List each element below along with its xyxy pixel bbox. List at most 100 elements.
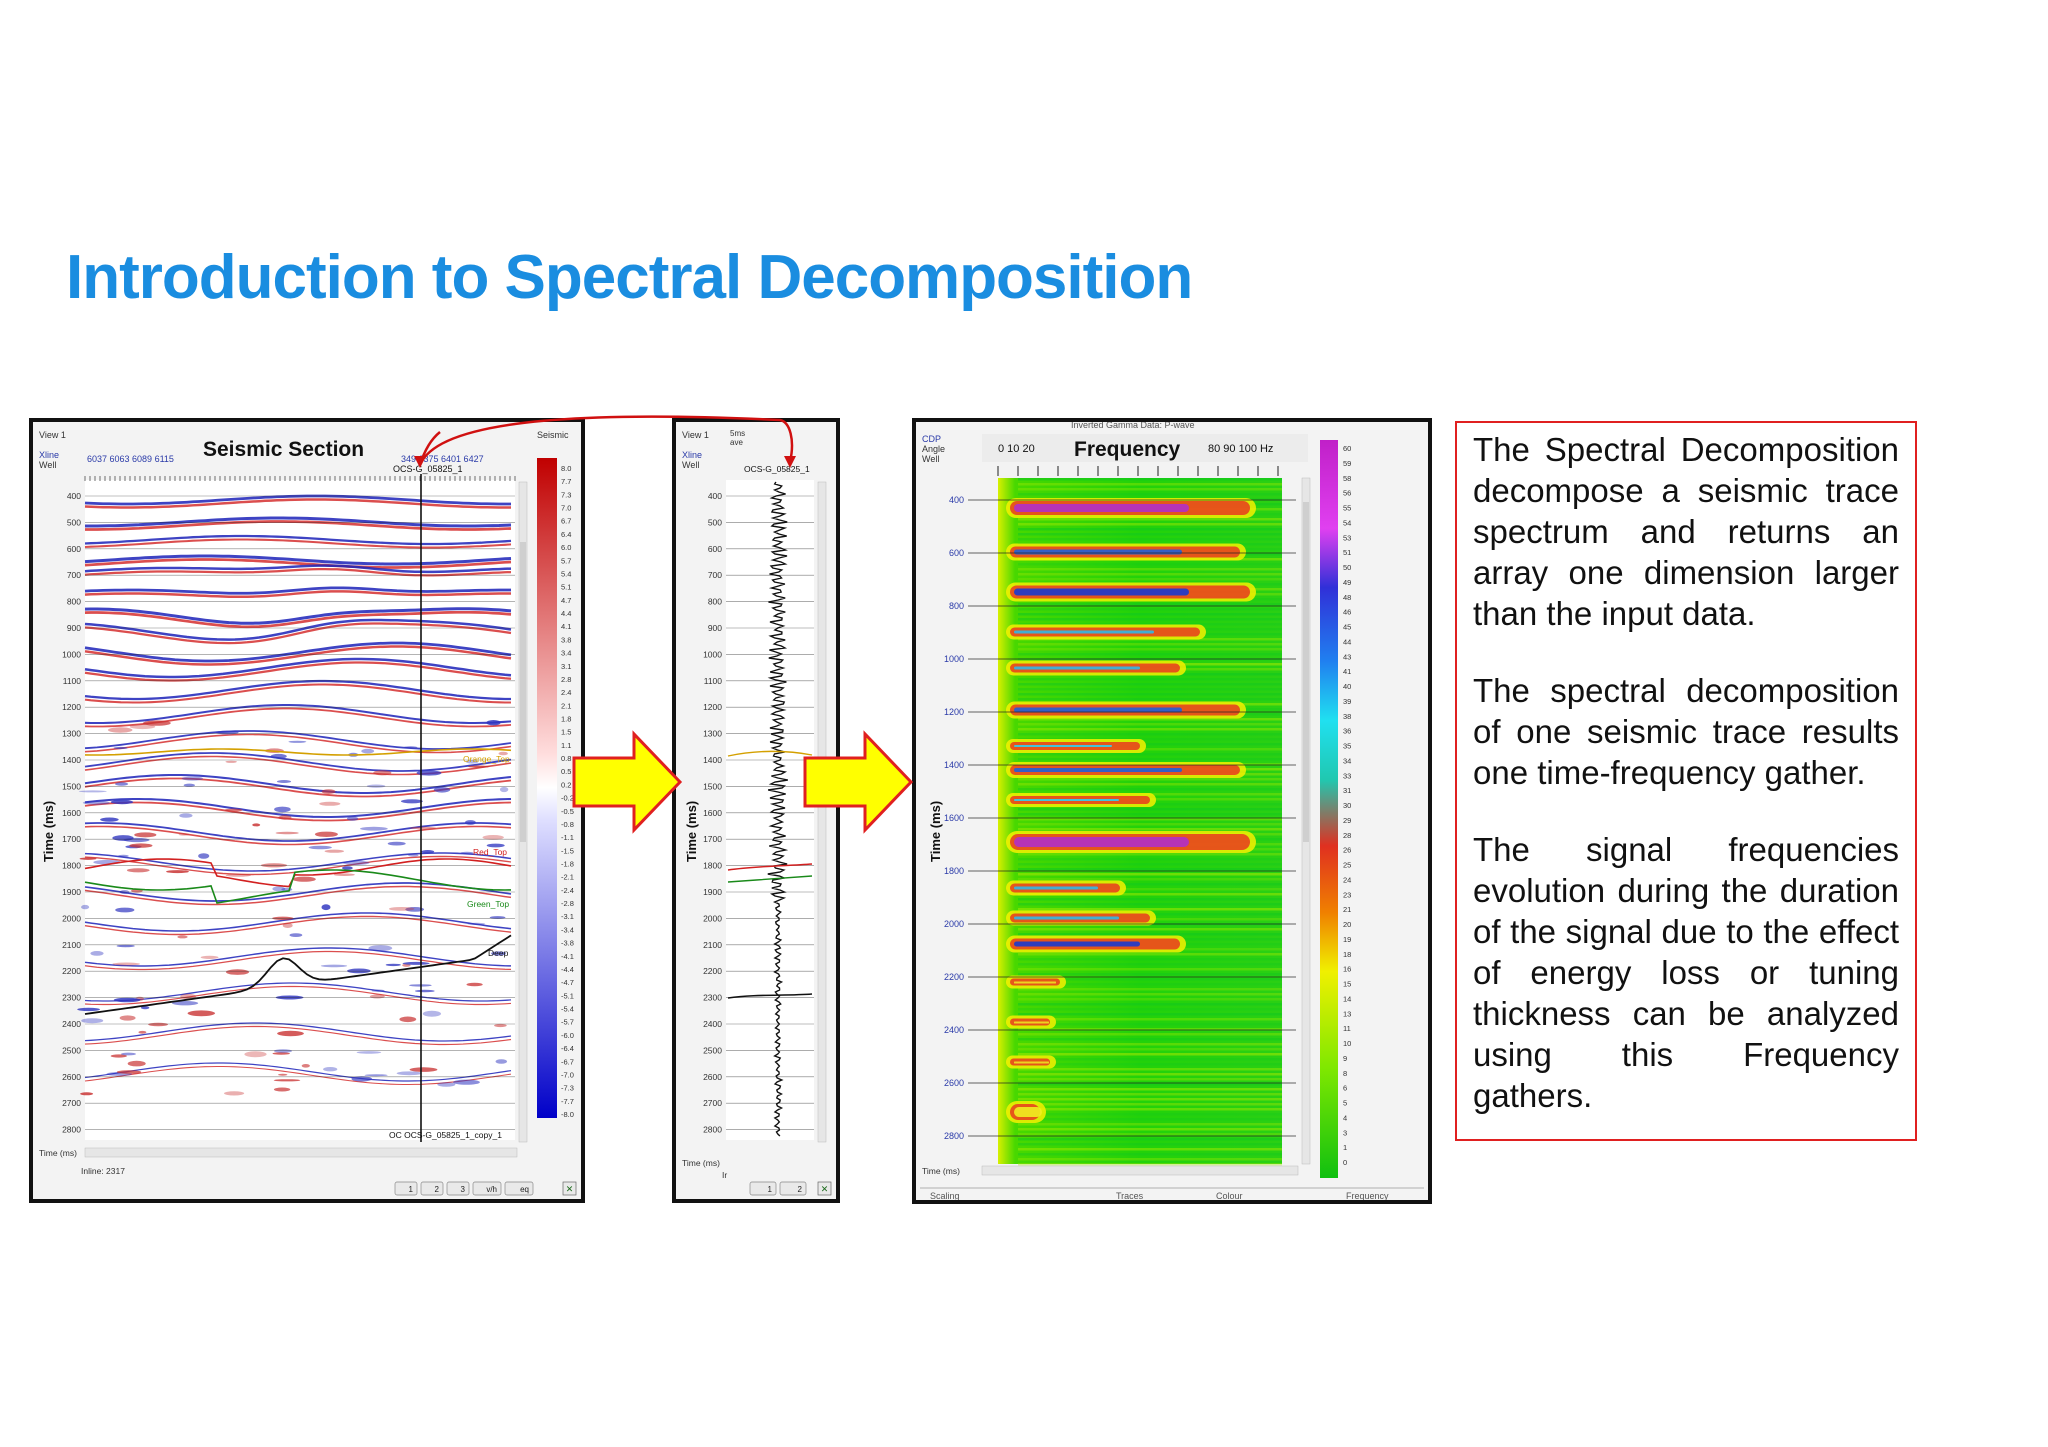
spectral-texture bbox=[1018, 858, 1282, 861]
frequency-gather-panel[interactable]: Inverted Gamma Data: P-wave CDP Angle Well 0… bbox=[912, 418, 1432, 1204]
seismic-event bbox=[118, 854, 129, 858]
toolbar-button[interactable] bbox=[472, 1181, 502, 1196]
seismic-section-panel[interactable]: View 1 Seismic Section Xline Well 6037 6063 … bbox=[29, 418, 585, 1203]
spectral-texture bbox=[1018, 1103, 1282, 1106]
toolbar-button[interactable] bbox=[394, 1181, 418, 1196]
spectral-texture bbox=[1018, 973, 1282, 976]
time-tick-label: 2600 bbox=[944, 1078, 964, 1088]
colorbar-tick-label: 0.2 bbox=[561, 780, 571, 789]
bottom-tab-label[interactable]: Frequency bbox=[1346, 1191, 1389, 1200]
reflector-peak bbox=[84, 825, 512, 846]
seismic-event bbox=[273, 1079, 301, 1082]
colorbar-tick-label: 1.8 bbox=[561, 714, 571, 723]
colorbar-tick-label: 48 bbox=[1343, 593, 1351, 602]
time-tick-label: 2700 bbox=[703, 1098, 722, 1108]
toolbar-button[interactable] bbox=[779, 1181, 807, 1196]
tuning-event-core bbox=[1014, 837, 1189, 847]
spectral-texture bbox=[1018, 898, 1282, 901]
spectral-texture bbox=[1018, 753, 1282, 756]
spectral-texture bbox=[1018, 1143, 1282, 1146]
spectral-texture bbox=[1018, 563, 1282, 566]
xline-values: 349 6375 6401 6427 bbox=[401, 454, 484, 464]
tuning-event-core bbox=[1014, 549, 1182, 555]
bottom-tab-label[interactable]: Scaling bbox=[930, 1191, 960, 1200]
time-tick-label: 1600 bbox=[944, 813, 964, 823]
horizontal-scrollbar[interactable] bbox=[981, 1165, 1299, 1176]
vertical-scrollbar[interactable] bbox=[817, 481, 827, 1143]
bottom-tab-label[interactable]: Traces bbox=[1116, 1191, 1144, 1200]
colorbar-tick-label: 6 bbox=[1343, 1084, 1347, 1093]
seismic-event bbox=[129, 724, 156, 730]
seismic-event bbox=[121, 1052, 136, 1056]
seismic-event bbox=[274, 806, 291, 813]
colorbar-tick-label: 7.3 bbox=[561, 490, 571, 499]
colorbar-tick-label: -4.4 bbox=[561, 965, 574, 974]
seismic-event bbox=[126, 868, 150, 873]
reflector-peak bbox=[84, 885, 512, 906]
colorbar-tick-label: 26 bbox=[1343, 846, 1351, 855]
seismic-event bbox=[244, 1051, 267, 1058]
seismic-event bbox=[77, 1007, 100, 1012]
seismic-event bbox=[351, 1076, 373, 1082]
horizontal-scrollbar[interactable] bbox=[84, 1147, 518, 1158]
time-tick-label: 700 bbox=[708, 570, 722, 580]
spectral-texture bbox=[1018, 878, 1282, 881]
spectral-texture bbox=[1018, 698, 1282, 701]
tuning-event-core bbox=[1014, 941, 1140, 947]
toolbar-button-label: eq bbox=[520, 1185, 529, 1194]
toolbar-button[interactable] bbox=[446, 1181, 470, 1196]
seismic-event bbox=[274, 1049, 292, 1053]
seismic-event bbox=[225, 874, 251, 877]
tuning-event-core bbox=[1014, 981, 1056, 984]
view-label: View 1 bbox=[682, 430, 709, 440]
reflector-trough bbox=[84, 947, 512, 967]
time-tick-label: 2400 bbox=[944, 1025, 964, 1035]
toolbar-button-label: 3 bbox=[461, 1185, 466, 1194]
colorbar-tick-label: -2.1 bbox=[561, 873, 574, 882]
spectral-texture bbox=[1018, 928, 1282, 931]
scrollbar-thumb[interactable] bbox=[520, 542, 526, 842]
cdp-label: CDP bbox=[922, 434, 941, 444]
toolbar-button[interactable] bbox=[504, 1181, 534, 1196]
seismic-event bbox=[278, 815, 292, 820]
spectral-texture bbox=[1018, 1158, 1282, 1161]
time-tick-label: 700 bbox=[67, 570, 81, 580]
toolbar-button-label: 2 bbox=[798, 1185, 803, 1194]
spectral-texture bbox=[1018, 718, 1282, 721]
time-footer-label: Time (ms) bbox=[682, 1158, 720, 1168]
time-tick-label: 2100 bbox=[703, 940, 722, 950]
colorbar-tick-label: 15 bbox=[1343, 980, 1351, 989]
toolbar-button[interactable] bbox=[420, 1181, 444, 1196]
seismic-event bbox=[360, 826, 388, 831]
single-trace-panel[interactable]: View 1 5ms ave Xline Well OCS-G_05825_1 400 500… bbox=[672, 418, 840, 1203]
colorbar-tick-label: -7.3 bbox=[561, 1084, 574, 1093]
seismic-event bbox=[486, 843, 505, 848]
toolbar-button[interactable] bbox=[749, 1181, 777, 1196]
close-icon[interactable] bbox=[562, 1181, 577, 1196]
colorbar-tick-label: 60 bbox=[1343, 444, 1351, 453]
spectral-texture bbox=[1018, 488, 1282, 491]
spectral-texture bbox=[1018, 1128, 1282, 1131]
arrow-right-icon bbox=[572, 730, 683, 834]
seismic-event bbox=[177, 935, 188, 939]
close-icon[interactable] bbox=[817, 1181, 832, 1196]
note-paragraph: The spectral decomposition of one seismi… bbox=[1473, 672, 1899, 791]
colorbar-tick-label: 53 bbox=[1343, 533, 1351, 542]
colorbar-tick-label: 3.1 bbox=[561, 662, 571, 671]
bottom-tab-label[interactable]: Colour bbox=[1216, 1191, 1243, 1200]
frequency-colorbar bbox=[1320, 440, 1338, 1178]
seismic-event bbox=[166, 870, 189, 874]
seismic-event bbox=[409, 826, 437, 830]
colorbar-tick-label: 14 bbox=[1343, 994, 1351, 1003]
time-tick-label: 2600 bbox=[703, 1072, 722, 1082]
spectral-texture bbox=[1018, 808, 1282, 811]
time-tick-label: 1700 bbox=[703, 834, 722, 844]
scrollbar-thumb[interactable] bbox=[1303, 502, 1309, 842]
time-tick-label: 1000 bbox=[62, 649, 81, 659]
colorbar-tick-label: 31 bbox=[1343, 786, 1351, 795]
time-tick-label: 800 bbox=[708, 597, 722, 607]
seismic-event bbox=[498, 751, 508, 756]
